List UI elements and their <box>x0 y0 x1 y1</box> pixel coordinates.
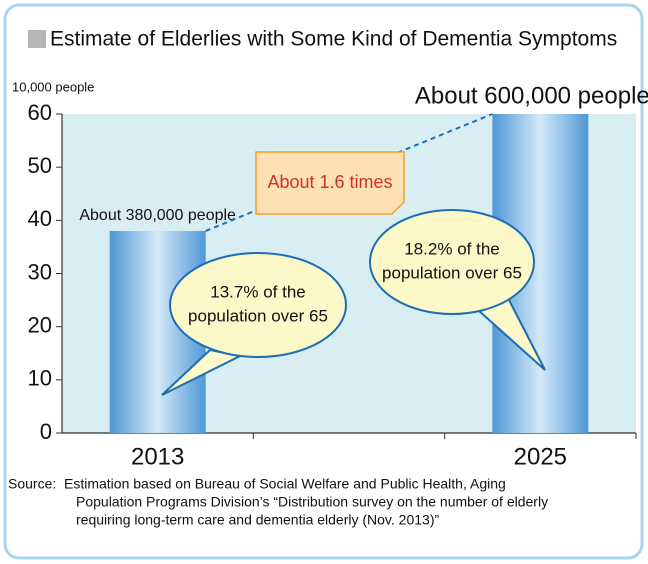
y-tick-label: 40 <box>28 206 52 231</box>
y-tick-label: 0 <box>40 419 52 444</box>
bubble <box>169 252 347 358</box>
chart-title: Estimate of Elderlies with Some Kind of … <box>50 28 617 51</box>
x-tick-label: 2013 <box>131 443 184 470</box>
y-tick-label: 30 <box>28 259 52 284</box>
value-label: About 380,000 people <box>79 207 236 224</box>
bubble <box>369 209 535 315</box>
value-label: About 600,000 people <box>415 82 648 109</box>
callout-box <box>255 151 405 215</box>
source-label: Source: <box>8 476 56 492</box>
ratio-annotation: About 1.6 times <box>267 172 392 192</box>
bubble-tail-cover <box>212 343 239 355</box>
y-tick-label: 10 <box>28 366 52 391</box>
title-marker <box>28 30 46 48</box>
source-line: Population Programs Division’s “Distribu… <box>76 494 548 510</box>
y-unit: 10,000 people <box>12 79 94 94</box>
y-tick-label: 50 <box>28 153 52 178</box>
bubble-text: population over 65 <box>188 306 328 325</box>
y-tick-label: 20 <box>28 312 52 337</box>
bubble-text: 13.7% of the <box>210 282 305 301</box>
y-tick-label: 60 <box>28 100 52 125</box>
bubble-text: population over 65 <box>382 263 522 282</box>
bubble-text: 18.2% of the <box>404 239 499 258</box>
x-tick-label: 2025 <box>514 443 567 470</box>
source-line: requiring long-term care and dementia el… <box>76 512 439 528</box>
bubble-tail-cover <box>479 291 508 309</box>
source-line: Estimation based on Bureau of Social Wel… <box>64 476 506 492</box>
